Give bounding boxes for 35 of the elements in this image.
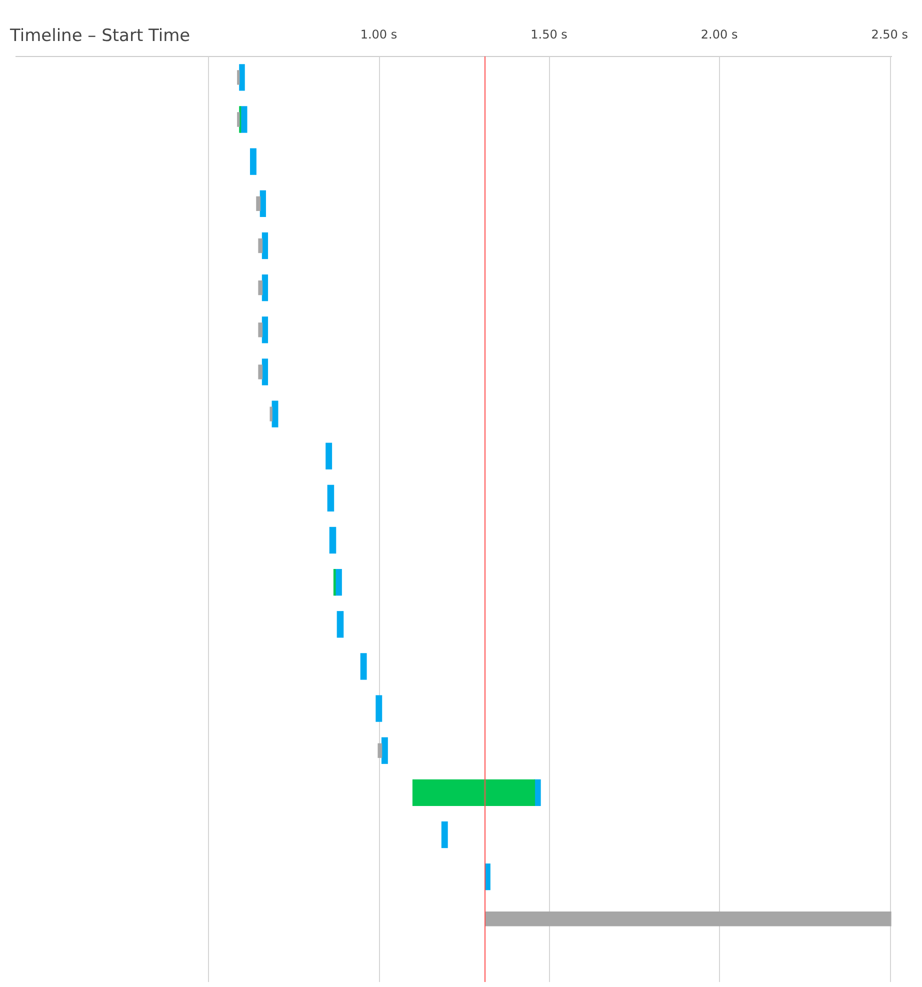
bar: [441, 821, 448, 848]
bar: [262, 358, 268, 386]
bar: [327, 484, 334, 512]
bar: [250, 148, 256, 175]
bar: [329, 526, 336, 554]
chart-title: Timeline – Start Time: [10, 26, 190, 46]
bar: [237, 112, 240, 127]
bar: [412, 779, 536, 806]
x-tick-label: 1.50 s: [530, 27, 568, 42]
bar: [240, 106, 248, 133]
bar: [256, 196, 261, 211]
bar: [262, 316, 268, 344]
bar: [333, 568, 336, 596]
bar: [381, 737, 388, 764]
bar: [258, 238, 263, 254]
bar: [258, 322, 263, 338]
bar: [336, 611, 344, 638]
bar: [237, 70, 240, 85]
bar: [376, 695, 382, 722]
bar: [258, 364, 263, 380]
bar: [262, 232, 268, 260]
bar: [258, 280, 263, 296]
bar: [270, 406, 272, 422]
bar: [534, 779, 541, 806]
bar: [326, 442, 332, 470]
bar: [378, 743, 382, 758]
bar: [260, 190, 266, 217]
x-tick-label: 1.00 s: [360, 27, 398, 42]
bar: [262, 274, 268, 302]
bar: [484, 912, 892, 926]
x-tick-label: 2.50 s: [871, 27, 908, 42]
bar: [272, 400, 278, 428]
x-tick-label: 2.00 s: [700, 27, 738, 42]
bar: [360, 653, 367, 680]
bar: [239, 64, 245, 91]
